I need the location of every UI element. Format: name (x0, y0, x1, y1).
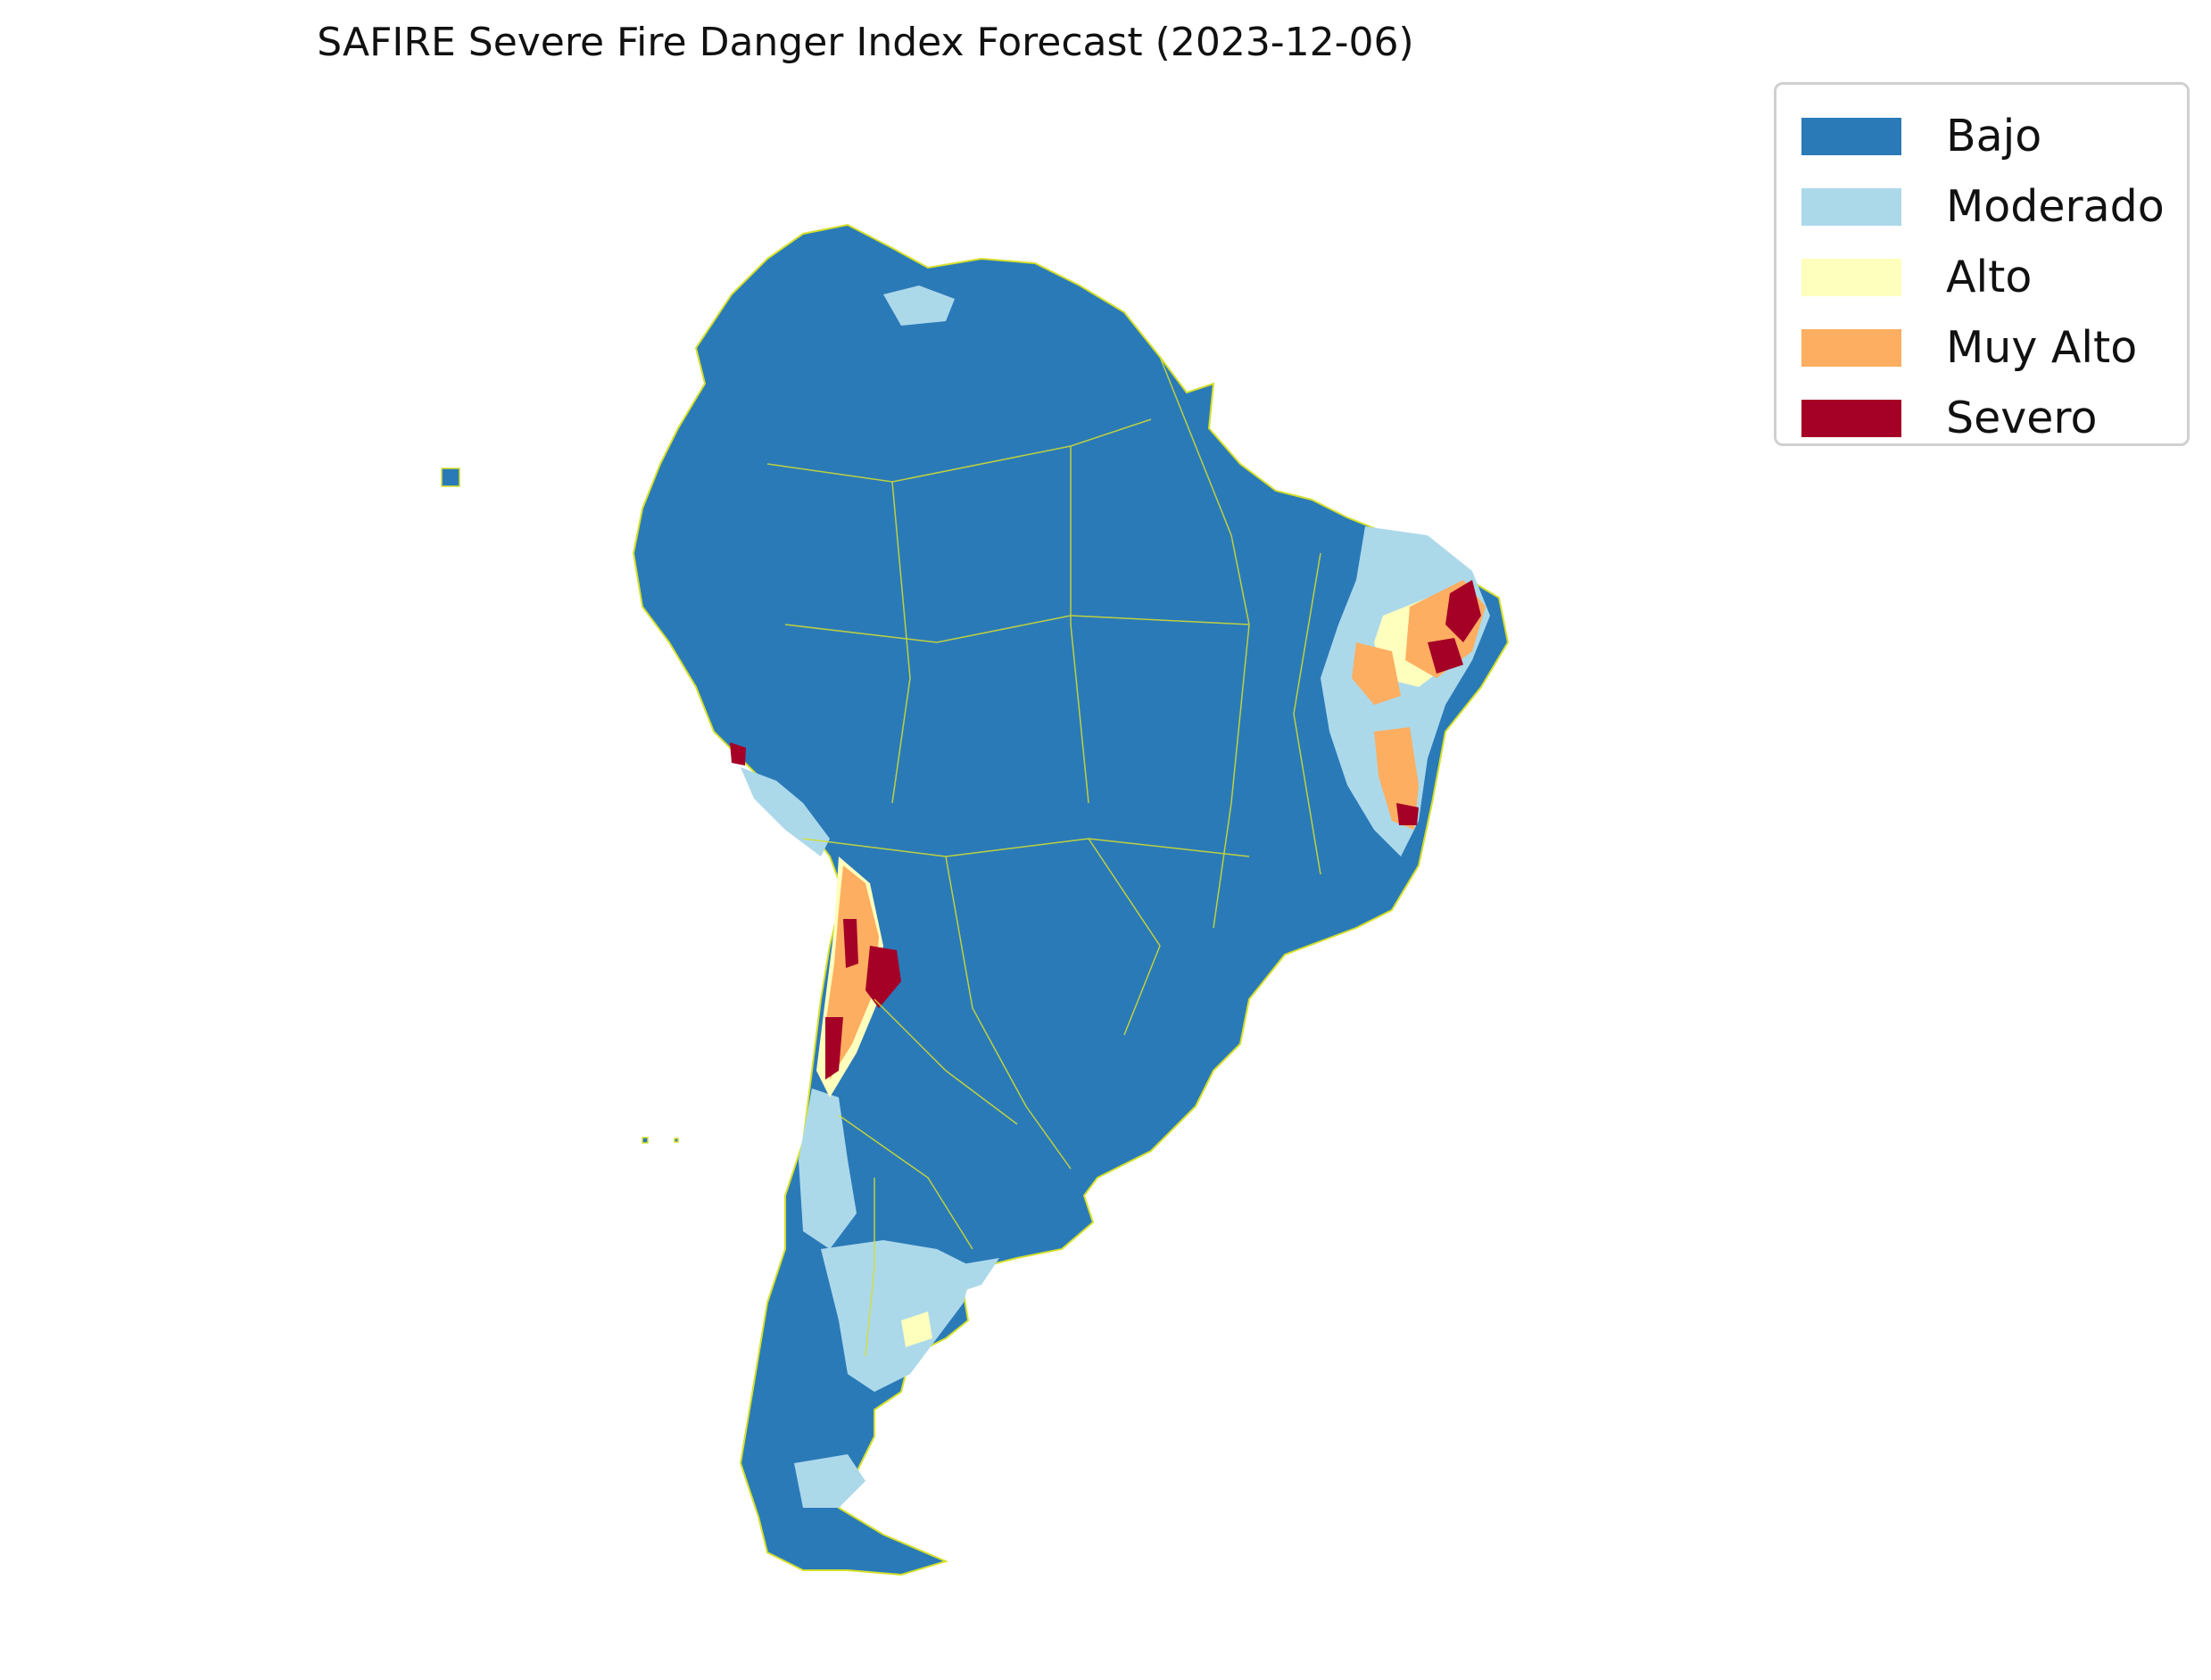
islands (441, 468, 679, 1144)
severo-zone-andes-2 (843, 919, 858, 968)
severo-zone-northeast-2 (1428, 638, 1463, 674)
moderado-zone-peru-coast (741, 767, 830, 857)
legend-item-moderado: Moderado (1801, 171, 2187, 242)
severo-zone-northeast-1 (1445, 580, 1481, 642)
muy-alto-zone-northeast-2 (1352, 642, 1401, 705)
severo-zone-andes-3 (825, 1017, 843, 1080)
moderado-zone-patagonia (821, 1240, 973, 1392)
map-title: SAFIRE Severe Fire Danger Index Forecast… (317, 20, 1414, 65)
legend-swatch-alto (1801, 258, 1901, 296)
continent-south-america (632, 223, 1510, 1577)
moderado-zone-venezuela (883, 286, 955, 326)
muy-alto-zones (825, 580, 1486, 1080)
severo-zone-andes-1 (865, 946, 901, 1008)
legend-swatch-muy-alto (1801, 328, 1901, 367)
moderado-zone-andes-south (799, 1088, 857, 1249)
legend-label-moderado: Moderado (1946, 181, 2165, 232)
legend-item-muy-alto: Muy Alto (1801, 312, 2187, 383)
galapagos-islands (441, 468, 460, 487)
legend-swatch-bajo (1801, 117, 1901, 155)
alto-zone-patagonia (901, 1312, 932, 1347)
severo-zones (730, 580, 1481, 1080)
moderado-zone-tierra (794, 1454, 865, 1508)
severo-zone-peru (730, 742, 746, 766)
internal-boundaries (766, 356, 1321, 1357)
legend-item-bajo: Bajo (1801, 101, 2187, 171)
legend-label-bajo: Bajo (1946, 111, 2042, 161)
legend-swatch-severo (1801, 399, 1901, 437)
moderado-zone-south-coast (946, 1258, 999, 1294)
legend-label-severo: Severo (1946, 393, 2098, 443)
legend: Bajo Moderado Alto Muy Alto Severo (1774, 82, 2190, 446)
legend-label-alto: Alto (1946, 252, 2033, 302)
legend-item-alto: Alto (1801, 242, 2187, 312)
legend-label-muy-alto: Muy Alto (1946, 322, 2138, 373)
legend-swatch-moderado (1801, 187, 1901, 226)
legend-item-severo: Severo (1801, 383, 2187, 453)
muy-alto-zone-northeast-3 (1374, 727, 1419, 830)
severo-zone-northeast-3 (1396, 803, 1419, 825)
